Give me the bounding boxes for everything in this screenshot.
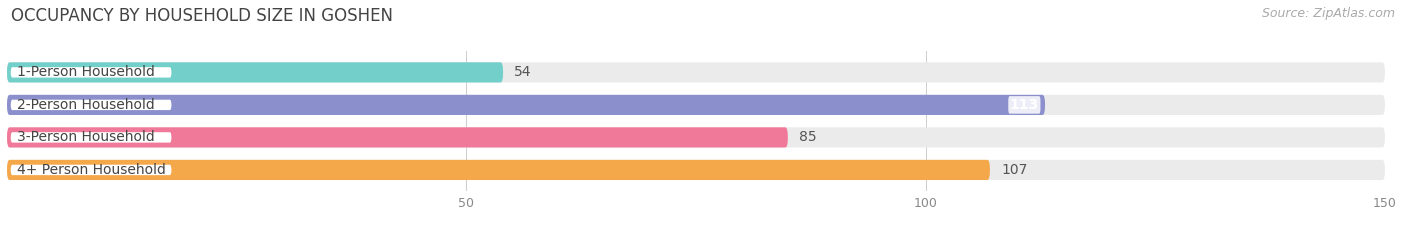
FancyBboxPatch shape	[7, 160, 1385, 180]
Text: 107: 107	[1001, 163, 1028, 177]
Text: 85: 85	[799, 130, 817, 144]
FancyBboxPatch shape	[11, 67, 172, 78]
Text: 3-Person Household: 3-Person Household	[17, 130, 155, 144]
FancyBboxPatch shape	[7, 127, 1385, 147]
Text: 4+ Person Household: 4+ Person Household	[17, 163, 166, 177]
Text: Source: ZipAtlas.com: Source: ZipAtlas.com	[1261, 7, 1395, 20]
Text: 2-Person Household: 2-Person Household	[17, 98, 155, 112]
FancyBboxPatch shape	[7, 95, 1385, 115]
FancyBboxPatch shape	[11, 132, 172, 143]
FancyBboxPatch shape	[7, 62, 503, 82]
Text: 54: 54	[515, 65, 531, 79]
Text: 1-Person Household: 1-Person Household	[17, 65, 155, 79]
FancyBboxPatch shape	[11, 165, 172, 175]
FancyBboxPatch shape	[7, 160, 990, 180]
FancyBboxPatch shape	[7, 127, 787, 147]
FancyBboxPatch shape	[1008, 96, 1040, 114]
FancyBboxPatch shape	[7, 62, 1385, 82]
Text: OCCUPANCY BY HOUSEHOLD SIZE IN GOSHEN: OCCUPANCY BY HOUSEHOLD SIZE IN GOSHEN	[11, 7, 394, 25]
FancyBboxPatch shape	[7, 95, 1045, 115]
Text: 113: 113	[1010, 98, 1039, 112]
FancyBboxPatch shape	[11, 100, 172, 110]
